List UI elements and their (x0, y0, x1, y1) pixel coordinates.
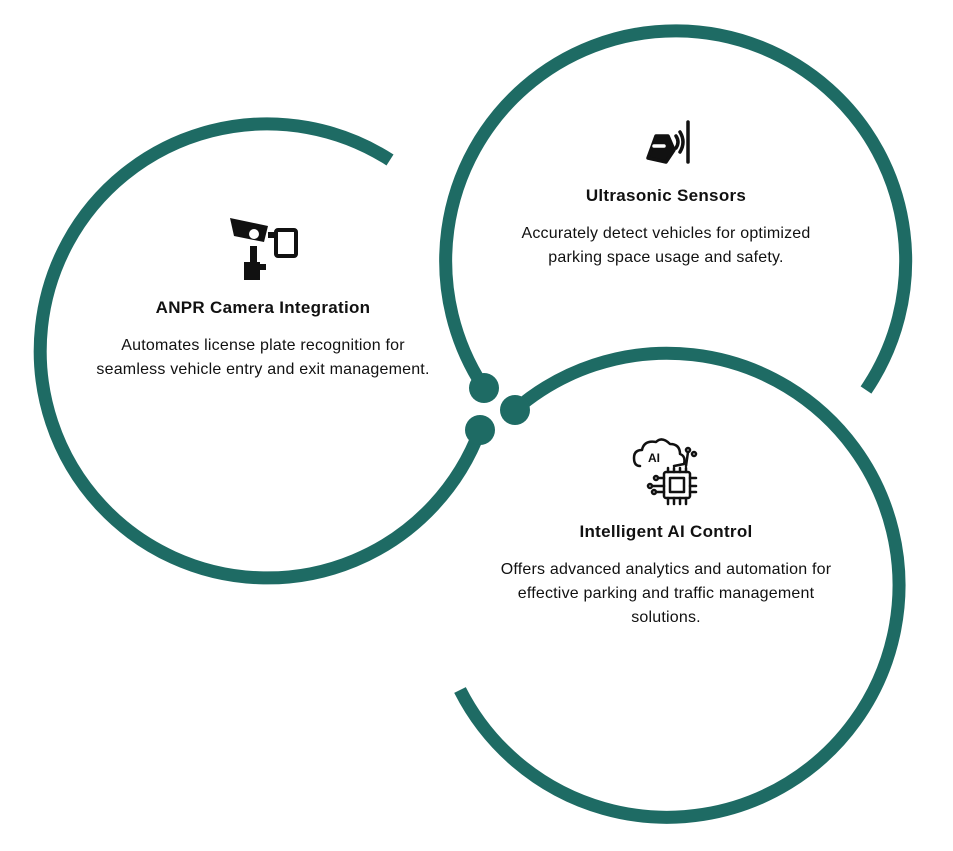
node-ai-description: Offers advanced analytics and automation… (500, 561, 832, 626)
node-ultrasonic-description: Accurately detect vehicles for optimized… (521, 225, 811, 266)
ring-ultrasonic-endpoint (469, 373, 499, 403)
node-ai-title: Intelligent AI Control (579, 522, 753, 541)
svg-text:AI: AI (648, 451, 660, 465)
ai-chip-cloud-icon: AI (632, 438, 698, 506)
node-ai: AI Intelligent AI Control Offers a (488, 436, 844, 630)
car-sensor-icon (646, 120, 690, 164)
node-anpr: ANPR Camera Integration Automates licens… (88, 212, 438, 382)
node-anpr-description: Automates license plate recognition for … (96, 337, 430, 378)
ring-anpr (33, 117, 487, 585)
ring-ultrasonic (439, 24, 913, 394)
security-camera-icon (230, 218, 298, 280)
ring-ai (454, 346, 906, 824)
ring-anpr-endpoint (465, 415, 495, 445)
ring-ai-endpoint (500, 395, 530, 425)
node-ultrasonic: Ultrasonic Sensors Accurately detect veh… (498, 116, 834, 270)
node-ultrasonic-title: Ultrasonic Sensors (585, 186, 747, 205)
node-anpr-title: ANPR Camera Integration (155, 298, 371, 317)
